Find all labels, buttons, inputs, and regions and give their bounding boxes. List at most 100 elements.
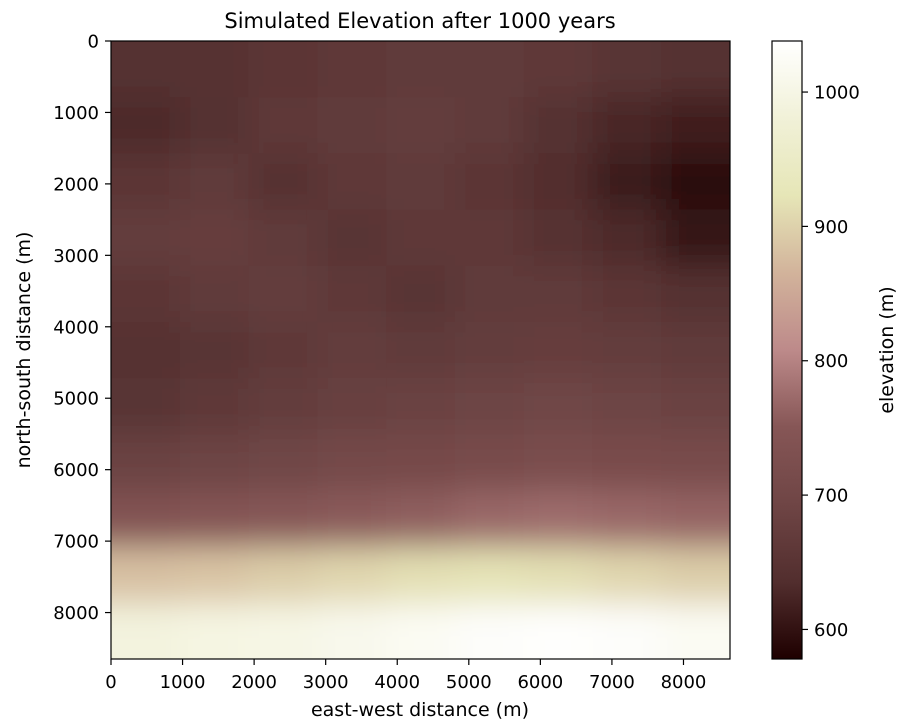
heatmap-cell — [179, 546, 250, 604]
heatmap-cell — [248, 490, 319, 548]
colorbar-gradient — [771, 40, 803, 660]
heatmap-cell — [386, 602, 456, 659]
x-tick-label: 0 — [105, 672, 116, 693]
heatmap-cell — [111, 209, 181, 267]
heatmap-cell — [523, 378, 594, 436]
chart-title: Simulated Elevation after 1000 years — [224, 9, 615, 33]
heatmap-cell — [317, 602, 388, 659]
colorbar-tick-label: 800 — [814, 351, 848, 372]
heatmap-cell — [523, 97, 594, 155]
colorbar-tick-label: 1000 — [814, 83, 860, 104]
heatmap-cell — [111, 546, 181, 604]
heatmap-cell — [111, 378, 181, 436]
heatmap-cell — [661, 602, 730, 659]
x-tick-label: 5000 — [446, 672, 492, 693]
heatmap-cell — [523, 434, 594, 492]
colorbar-label: elevation (m) — [876, 286, 898, 413]
heatmap-cell — [454, 378, 525, 436]
y-tick-label: 8000 — [53, 603, 99, 624]
heatmap-cell — [386, 490, 456, 548]
colorbar-tick-label: 900 — [814, 217, 848, 238]
heatmap-cell — [111, 41, 181, 99]
heatmap-cell — [317, 321, 388, 380]
heatmap-cell — [317, 434, 388, 492]
y-tick-label: 2000 — [53, 174, 99, 195]
heatmap-cell — [454, 41, 525, 99]
x-tick-label: 8000 — [661, 672, 707, 693]
x-tick-label: 1000 — [160, 672, 206, 693]
heatmap-cell — [179, 378, 250, 436]
heatmap-cell — [523, 546, 594, 604]
heatmap-cell — [592, 546, 663, 604]
heatmap-cell — [661, 265, 730, 323]
heatmap-cell — [661, 41, 730, 99]
heatmap-cell — [386, 97, 456, 155]
heatmap-cell — [248, 97, 319, 155]
heatmap-cell — [179, 602, 250, 659]
heatmap-cell — [111, 321, 181, 380]
x-tick-label: 4000 — [374, 672, 420, 693]
heatmap-cell — [592, 153, 663, 211]
x-tick-label: 3000 — [303, 672, 349, 693]
heatmap-cell — [317, 153, 388, 211]
heatmap-cell — [317, 209, 388, 267]
heatmap-cell — [592, 434, 663, 492]
heatmap-cell — [592, 321, 663, 380]
heatmap-cell — [592, 41, 663, 99]
y-tick-label: 1000 — [53, 103, 99, 124]
heatmap-cell — [661, 97, 730, 155]
heatmap-cell — [661, 321, 730, 380]
heatmap-cell — [248, 546, 319, 604]
heatmap-cell — [386, 434, 456, 492]
heatmap-cell — [661, 153, 730, 211]
heatmap-cell — [386, 546, 456, 604]
y-axis-label: north-south distance (m) — [13, 232, 35, 469]
heatmap-cell — [386, 153, 456, 211]
y-tick-label: 3000 — [53, 246, 99, 267]
heatmap-cell — [248, 434, 319, 492]
heatmap-cell — [592, 378, 663, 436]
heatmap-cell — [523, 490, 594, 548]
x-tick-label: 7000 — [589, 672, 635, 693]
heatmap-cell — [317, 41, 388, 99]
heatmap-cell — [317, 378, 388, 436]
heatmap-cell — [454, 209, 525, 267]
x-axis: 0 1000 2000 3000 4000 5000 6000 7000 8000 — [105, 659, 706, 693]
heatmap-cell — [111, 434, 181, 492]
heatmap-cell — [179, 209, 250, 267]
heatmap-cell — [454, 602, 525, 659]
heatmap-cell — [454, 434, 525, 492]
heatmap-cell — [592, 602, 663, 659]
heatmap-cell — [179, 490, 250, 548]
heatmap-cell — [179, 41, 250, 99]
heatmap-cell — [111, 97, 181, 155]
heatmap-cell — [454, 97, 525, 155]
heatmap-cell — [317, 490, 388, 548]
heatmap-cell — [386, 41, 456, 99]
y-tick-label: 0 — [88, 32, 99, 53]
heatmap-cell — [111, 490, 181, 548]
heatmap-cell — [523, 153, 594, 211]
y-tick-label: 5000 — [53, 389, 99, 410]
y-tick-label: 6000 — [53, 460, 99, 481]
heatmap-cell — [248, 153, 319, 211]
heatmap — [111, 41, 730, 659]
x-axis-label: east-west distance (m) — [311, 699, 529, 721]
heatmap-cell — [592, 97, 663, 155]
heatmap-cell — [661, 434, 730, 492]
heatmap-cell — [317, 97, 388, 155]
colorbar-tick-label: 600 — [814, 620, 848, 641]
colorbar: 600 700 800 900 1000 elevation (m) — [771, 40, 898, 660]
heatmap-cell — [248, 321, 319, 380]
heatmap-cell — [454, 546, 525, 604]
heatmap-cell — [248, 378, 319, 436]
heatmap-cell — [248, 265, 319, 323]
heatmap-cell — [454, 265, 525, 323]
heatmap-cell — [386, 209, 456, 267]
heatmap-cell — [523, 602, 594, 659]
heatmap-cell — [386, 321, 456, 380]
y-tick-label: 4000 — [53, 317, 99, 338]
heatmap-cell — [592, 490, 663, 548]
heatmap-cell — [523, 209, 594, 267]
